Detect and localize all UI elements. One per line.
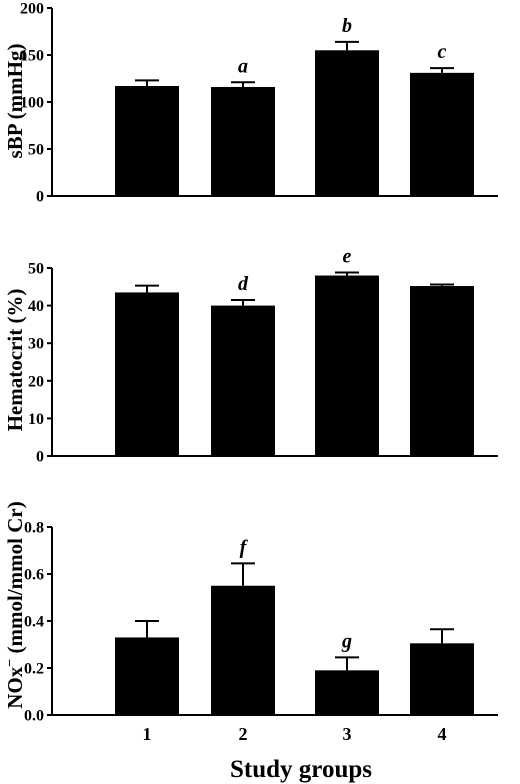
bar-group-4 bbox=[410, 72, 474, 196]
bar-group-1 bbox=[115, 637, 179, 715]
bar-group-2 bbox=[211, 585, 275, 715]
x-tick-label: 3 bbox=[343, 724, 352, 744]
y-tick-label: 100 bbox=[20, 95, 44, 112]
y-tick-label: 50 bbox=[28, 261, 44, 278]
y-tick-label: 0.0 bbox=[24, 708, 44, 725]
bar-group-2 bbox=[211, 305, 275, 456]
y-axis-label: Hematocrit (%) bbox=[3, 289, 27, 432]
significance-label: c bbox=[438, 41, 447, 63]
significance-label: a bbox=[238, 55, 248, 77]
y-tick-label: 0.4 bbox=[24, 614, 44, 631]
significance-label: f bbox=[240, 536, 249, 558]
significance-label: b bbox=[342, 15, 352, 37]
bar-group-4 bbox=[410, 643, 474, 715]
y-tick-label: 0.8 bbox=[24, 520, 44, 537]
y-tick-label: 200 bbox=[20, 1, 44, 18]
bar-group-3 bbox=[315, 50, 379, 196]
bar-group-3 bbox=[315, 670, 379, 715]
y-tick-label: 10 bbox=[28, 411, 44, 428]
y-tick-label: 0.2 bbox=[24, 661, 44, 678]
x-tick-label: 1 bbox=[143, 724, 152, 744]
significance-label: d bbox=[238, 273, 249, 295]
bar-group-4 bbox=[410, 286, 474, 456]
y-axis-label: NOx− (mmol/mmol Cr) bbox=[3, 501, 27, 708]
significance-label: g bbox=[341, 630, 352, 652]
bar-group-3 bbox=[315, 275, 379, 456]
significance-label: e bbox=[343, 246, 352, 268]
y-tick-label: 150 bbox=[20, 48, 44, 65]
panel-sbp: 0 50 100 150 200 sBP (mmHg) a b c bbox=[3, 1, 498, 206]
bar-group-2 bbox=[211, 86, 275, 196]
y-tick-label: 0.6 bbox=[24, 567, 44, 584]
bar-group-1 bbox=[115, 86, 179, 196]
y-tick-label: 20 bbox=[28, 373, 44, 390]
y-tick-label: 0 bbox=[36, 449, 44, 466]
y-tick-label: 0 bbox=[36, 189, 44, 206]
y-tick-label: 30 bbox=[28, 336, 44, 353]
bar-group-1 bbox=[115, 292, 179, 456]
x-tick-label: 2 bbox=[239, 724, 248, 744]
x-tick-label: 4 bbox=[438, 724, 447, 744]
y-tick-label: 40 bbox=[28, 298, 44, 315]
x-axis-label: Study groups bbox=[230, 756, 372, 783]
y-tick-label: 50 bbox=[28, 142, 44, 159]
y-axis-label: sBP (mmHg) bbox=[3, 44, 27, 159]
